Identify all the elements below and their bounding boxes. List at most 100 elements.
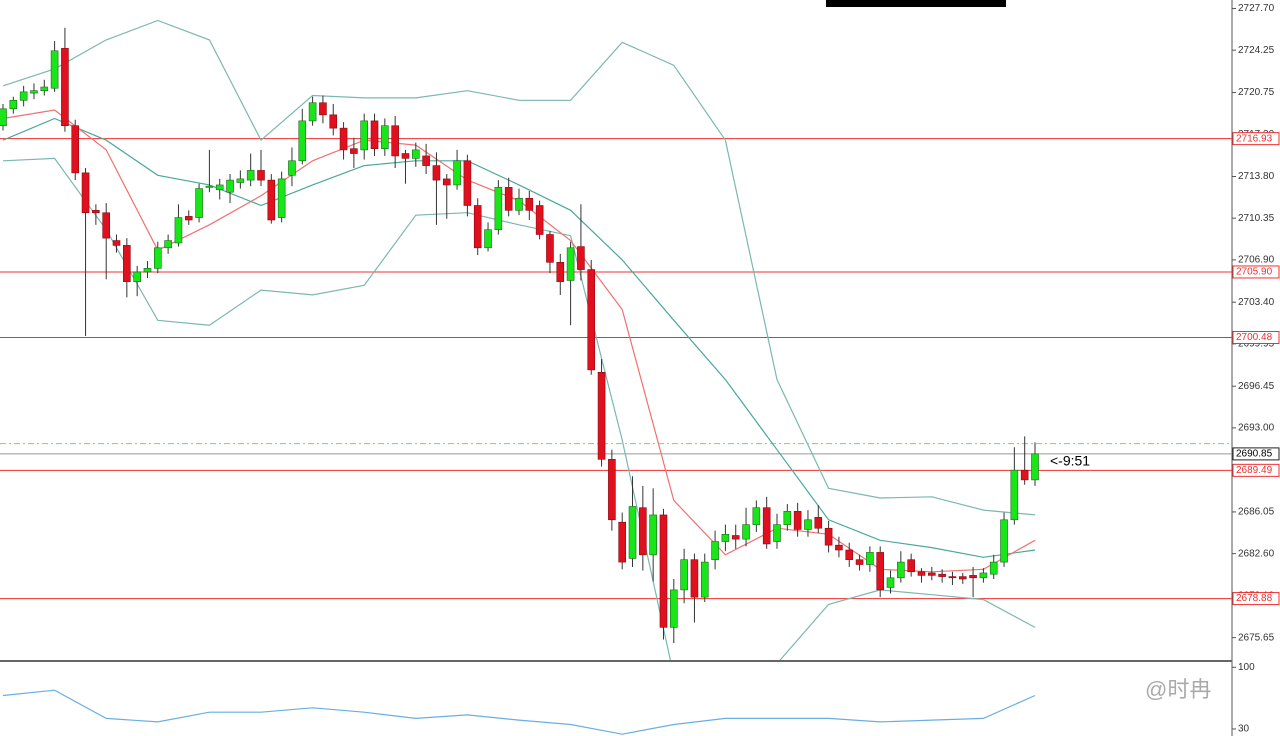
candle-body: [659, 514, 668, 628]
candle-body: [1020, 469, 1029, 481]
candle-body: [566, 247, 575, 281]
y-tick-label: 2703.40: [1238, 297, 1275, 308]
candle-body: [30, 90, 38, 94]
candle-body: [422, 155, 430, 166]
candle-body: [0, 108, 7, 127]
candle-body: [123, 245, 131, 282]
candle-body: [494, 187, 503, 230]
oscillator-line: [2, 689, 1036, 735]
candle-body: [215, 184, 224, 191]
candle-body: [71, 125, 80, 174]
candle-body: [40, 86, 49, 91]
candle-body: [711, 541, 719, 560]
level-tag: [1232, 265, 1280, 279]
candle-body: [61, 48, 69, 127]
candle-body: [246, 170, 255, 181]
candle-body: [308, 102, 317, 122]
level-tag: [1232, 463, 1280, 477]
y-tick-label: 2727.70: [1238, 3, 1275, 14]
candle-body: [257, 170, 265, 181]
candle-body: [226, 179, 234, 193]
candle-body: [432, 165, 441, 181]
candle-body: [525, 197, 534, 211]
candle-body: [783, 511, 792, 525]
candle-body: [690, 559, 699, 598]
top-bar: [826, 0, 1006, 7]
candle-body: [721, 533, 730, 542]
y-tick-label: 2686.05: [1238, 507, 1275, 518]
candle-body: [917, 571, 926, 576]
y-tick-label: 2682.60: [1238, 548, 1275, 559]
y-tick-label: 2693.00: [1238, 423, 1275, 434]
candle-body: [618, 521, 627, 563]
candle-body: [639, 507, 647, 556]
candle-body: [288, 160, 296, 176]
indicator-line: [2, 157, 1036, 660]
y-tick-label: 2710.35: [1238, 213, 1275, 224]
candle-body: [855, 559, 864, 565]
candle-body: [628, 506, 637, 559]
y-tick-label: 2724.25: [1238, 45, 1275, 56]
level-label: 2678.88: [1236, 593, 1273, 604]
candle-body: [752, 507, 761, 525]
candle-body: [804, 519, 812, 530]
candle-body: [19, 91, 28, 101]
candle-body: [742, 524, 750, 540]
watermark: @时冉: [1145, 677, 1211, 702]
candle-body: [442, 178, 451, 186]
candle-body: [50, 50, 59, 89]
candle-body: [897, 561, 905, 579]
y-tick-label: 100: [1238, 662, 1255, 673]
level-label: 2700.48: [1236, 332, 1273, 343]
candle-body: [958, 576, 967, 580]
candle-body: [680, 559, 688, 591]
candle-body: [649, 514, 657, 556]
y-tick-label: 2706.90: [1238, 255, 1275, 266]
countdown: <-9:51: [1050, 453, 1090, 469]
candle-body: [515, 197, 523, 211]
plot-area: [0, 19, 1232, 660]
candle-body: [700, 561, 709, 598]
candle-body: [773, 524, 781, 542]
candle-body: [845, 549, 854, 560]
current-price-label: 2690.85: [1236, 449, 1273, 460]
candle-body: [979, 572, 988, 579]
candle-body: [267, 179, 276, 221]
level-label: 2705.90: [1236, 267, 1273, 278]
level-label: 2716.93: [1236, 133, 1273, 144]
candle-body: [876, 552, 885, 591]
level-tag: [1232, 132, 1280, 146]
y-tick-label: 2696.45: [1238, 381, 1275, 392]
candle-body: [762, 507, 771, 545]
candle-body: [92, 210, 100, 214]
y-tick-label: 2713.80: [1238, 171, 1275, 182]
candle-body: [329, 114, 338, 129]
candle-body: [969, 575, 977, 579]
candle-body: [835, 544, 843, 551]
candle-body: [814, 517, 823, 529]
candle-body: [989, 561, 998, 575]
candle-body: [184, 216, 193, 221]
candle-body: [484, 229, 492, 249]
candle-body: [587, 269, 596, 371]
y-tick-label: 2675.65: [1238, 632, 1275, 643]
candle-body: [1031, 453, 1039, 481]
candle-body: [350, 148, 358, 154]
candle-body: [112, 240, 121, 246]
candle-body: [154, 247, 162, 269]
candle-body: [731, 535, 740, 540]
candle-body: [535, 205, 544, 235]
candle-body: [298, 120, 307, 162]
candle-body: [174, 217, 183, 244]
candle-body: [453, 160, 461, 186]
candle-body: [597, 372, 606, 460]
candle-body: [948, 576, 957, 579]
candle-body: [1000, 519, 1008, 563]
level-tag: [1232, 330, 1280, 344]
candle-body: [339, 127, 348, 151]
candle-body: [927, 572, 936, 576]
candle-body: [907, 559, 915, 573]
candle-body: [1010, 469, 1019, 521]
candle-body: [81, 172, 90, 214]
